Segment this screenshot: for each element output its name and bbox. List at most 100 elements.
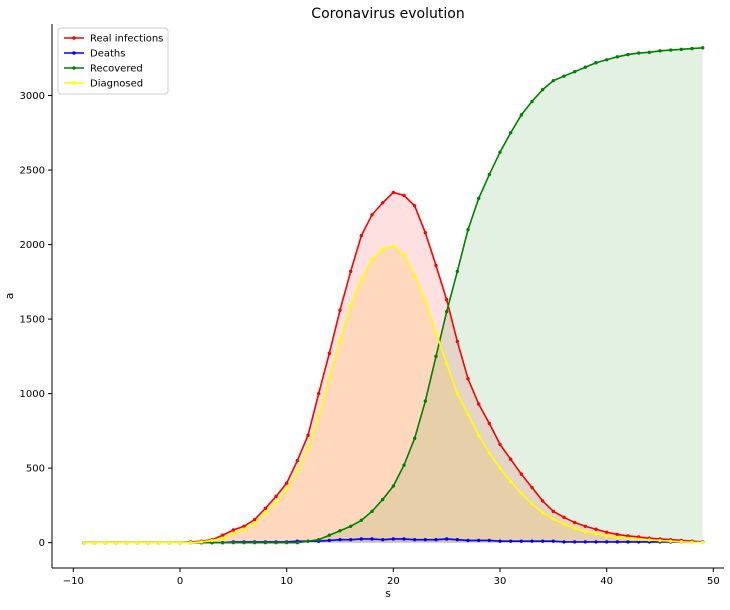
data-point: [498, 442, 502, 446]
data-point: [434, 263, 438, 268]
data-point: [284, 481, 289, 485]
data-point: [423, 399, 428, 403]
area-fills: [84, 47, 703, 543]
data-point: [338, 537, 342, 542]
data-point: [188, 540, 193, 545]
data-point: [583, 65, 588, 69]
data-point: [316, 391, 321, 396]
legend-label: Deaths: [90, 49, 125, 60]
data-point: [594, 61, 598, 65]
data-point: [423, 537, 428, 542]
data-point: [220, 536, 225, 540]
data-point: [444, 298, 449, 302]
data-point: [348, 303, 353, 308]
data-point: [167, 540, 172, 545]
data-point: [82, 540, 86, 545]
data-point: [508, 457, 513, 461]
data-point: [604, 540, 609, 544]
data-point: [359, 277, 364, 281]
y-tick-label: 2000: [20, 240, 45, 251]
data-point: [391, 484, 396, 488]
data-point: [252, 517, 257, 522]
data-point: [370, 509, 374, 514]
data-point: [562, 74, 566, 78]
data-point: [466, 227, 470, 232]
data-point: [487, 451, 492, 455]
data-point: [476, 402, 481, 406]
data-point: [455, 391, 460, 396]
data-point: [551, 509, 556, 514]
data-point: [434, 330, 438, 335]
x-tick-label: 50: [707, 576, 720, 587]
data-point: [551, 517, 556, 521]
data-point: [455, 339, 460, 344]
y-tick-label: 3000: [20, 91, 45, 102]
data-point: [402, 463, 406, 467]
data-point: [423, 299, 428, 303]
y-tick-label: 1500: [20, 315, 45, 326]
data-point: [700, 46, 705, 50]
data-point: [455, 537, 460, 542]
data-point: [114, 540, 118, 545]
data-point: [498, 150, 502, 154]
data-point: [370, 537, 374, 541]
data-point: [359, 537, 364, 541]
data-point: [284, 487, 289, 491]
x-tick-label: 40: [600, 576, 613, 587]
data-point: [636, 537, 641, 542]
data-point: [604, 58, 609, 62]
data-point: [338, 338, 342, 342]
data-point: [604, 530, 609, 534]
data-point: [572, 520, 577, 525]
legend-box: [57, 27, 169, 95]
data-point: [220, 540, 225, 545]
data-point: [359, 518, 364, 523]
data-point: [690, 46, 694, 51]
data-point: [476, 433, 481, 438]
data-point: [274, 500, 278, 505]
data-point: [466, 538, 470, 543]
legend-marker: [72, 51, 76, 55]
legend-marker: [72, 36, 76, 40]
data-point: [412, 537, 417, 542]
data-point: [252, 521, 257, 525]
data-point: [242, 524, 246, 528]
data-point: [274, 494, 278, 499]
data-point: [124, 540, 129, 545]
data-point: [594, 527, 598, 531]
data-point: [583, 529, 588, 534]
legend-label: Real infections: [90, 34, 163, 45]
data-point: [498, 539, 502, 543]
legend-marker: [72, 66, 76, 70]
data-point: [615, 540, 620, 544]
chart-title: Coronavirus evolution: [311, 6, 464, 22]
data-point: [572, 540, 577, 544]
data-point: [306, 445, 310, 449]
data-point: [615, 535, 620, 540]
data-point: [572, 69, 577, 74]
data-point: [103, 540, 108, 545]
data-point: [348, 537, 353, 542]
data-point: [146, 540, 150, 545]
data-point: [530, 539, 534, 543]
data-point: [306, 433, 310, 438]
data-point: [231, 528, 236, 532]
data-point: [583, 524, 588, 528]
y-tick-label: 0: [39, 538, 45, 549]
x-tick-label: −10: [63, 576, 84, 587]
data-point: [178, 540, 182, 545]
data-point: [380, 201, 385, 205]
data-point: [263, 511, 268, 515]
data-point: [402, 253, 406, 257]
data-point: [551, 539, 556, 543]
data-point: [626, 52, 630, 57]
data-point: [615, 55, 620, 59]
data-point: [231, 540, 236, 545]
data-point: [199, 540, 204, 544]
data-point: [327, 375, 332, 379]
data-point: [615, 532, 620, 537]
legend-marker: [72, 81, 76, 85]
data-point: [636, 540, 641, 544]
